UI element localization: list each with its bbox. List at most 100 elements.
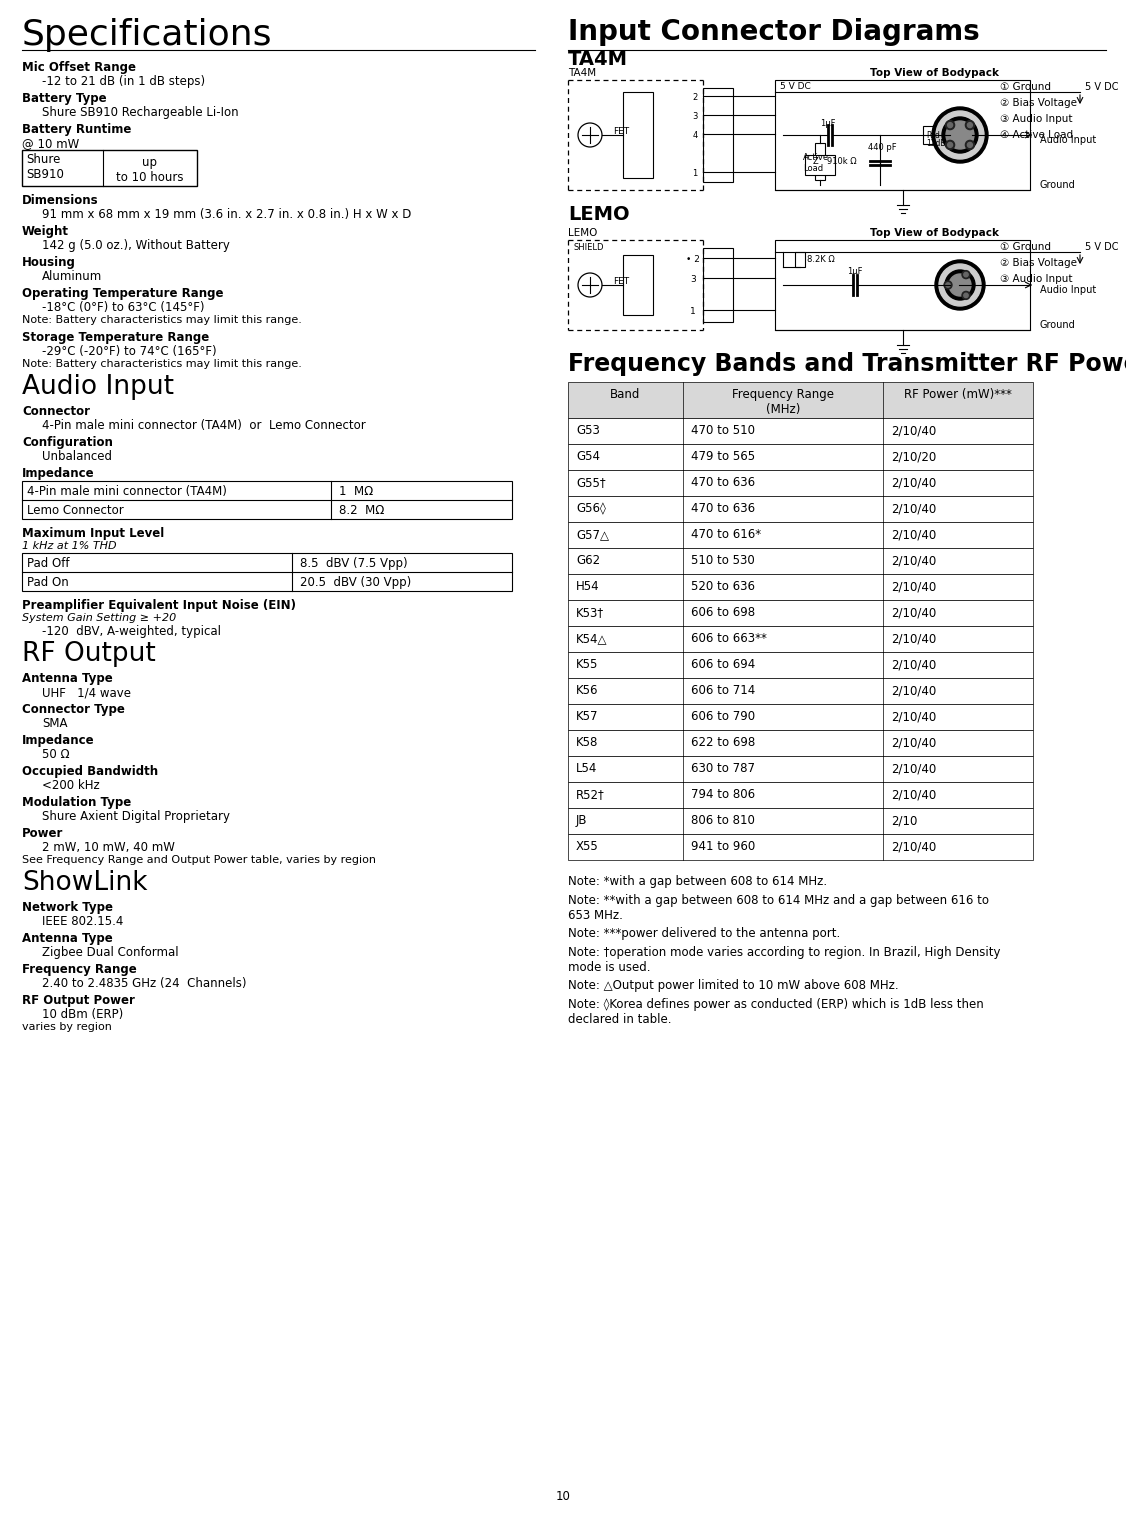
Text: Audio Input: Audio Input bbox=[1040, 285, 1097, 294]
Text: Pad On: Pad On bbox=[27, 576, 69, 589]
Circle shape bbox=[948, 143, 953, 147]
Bar bbox=[23, 150, 197, 185]
Text: Shure Axient Digital Proprietary: Shure Axient Digital Proprietary bbox=[42, 809, 230, 823]
Text: Lemo Connector: Lemo Connector bbox=[27, 504, 124, 517]
Text: 622 to 698: 622 to 698 bbox=[691, 736, 756, 750]
Text: 142 g (5.0 oz.), Without Battery: 142 g (5.0 oz.), Without Battery bbox=[42, 239, 230, 251]
Text: Ground: Ground bbox=[1040, 179, 1075, 190]
Text: Zigbee Dual Conformal: Zigbee Dual Conformal bbox=[42, 946, 179, 960]
Text: 4-Pin male mini connector (TA4M)  or  Lemo Connector: 4-Pin male mini connector (TA4M) or Lemo… bbox=[42, 419, 366, 432]
Text: K57: K57 bbox=[577, 710, 599, 724]
Circle shape bbox=[939, 264, 981, 307]
Text: 470 to 636: 470 to 636 bbox=[691, 501, 756, 515]
Text: Mic Offset Range: Mic Offset Range bbox=[23, 61, 136, 74]
Text: 2/10/40: 2/10/40 bbox=[891, 658, 936, 671]
Text: X55: X55 bbox=[577, 840, 599, 852]
Text: Shure SB910 Rechargeable Li-Ion: Shure SB910 Rechargeable Li-Ion bbox=[42, 106, 239, 120]
Text: K56: K56 bbox=[577, 684, 599, 698]
Text: System Gain Setting ≥ +20: System Gain Setting ≥ +20 bbox=[23, 613, 177, 622]
Text: FET: FET bbox=[613, 127, 629, 136]
Text: varies by region: varies by region bbox=[23, 1023, 111, 1032]
Text: FET: FET bbox=[613, 277, 629, 287]
Text: LEMO: LEMO bbox=[568, 228, 598, 238]
Circle shape bbox=[942, 117, 978, 153]
Text: Configuration: Configuration bbox=[23, 435, 113, 449]
Text: 1µF: 1µF bbox=[847, 267, 863, 276]
Text: Aluminum: Aluminum bbox=[42, 270, 102, 284]
Text: <200 kHz: <200 kHz bbox=[42, 779, 100, 793]
Text: RF Power (mW)***: RF Power (mW)*** bbox=[904, 388, 1012, 402]
Text: 2/10/40: 2/10/40 bbox=[891, 840, 936, 852]
Text: 2/10/40: 2/10/40 bbox=[891, 501, 936, 515]
Text: Impedance: Impedance bbox=[23, 734, 95, 747]
Text: 470 to 636: 470 to 636 bbox=[691, 477, 756, 489]
Bar bbox=[568, 599, 1033, 625]
Bar bbox=[568, 678, 1033, 704]
Text: 606 to 663**: 606 to 663** bbox=[691, 632, 767, 645]
Bar bbox=[568, 497, 1033, 523]
Bar bbox=[568, 730, 1033, 756]
Bar bbox=[568, 523, 1033, 547]
Text: Maximum Input Level: Maximum Input Level bbox=[23, 527, 164, 540]
Text: Specifications: Specifications bbox=[23, 18, 272, 52]
Text: Z: Z bbox=[813, 156, 819, 166]
Text: 8.5  dBV (7.5 Vpp): 8.5 dBV (7.5 Vpp) bbox=[300, 556, 408, 570]
Text: Housing: Housing bbox=[23, 256, 75, 268]
Bar bbox=[795, 251, 805, 267]
Text: 794 to 806: 794 to 806 bbox=[691, 788, 756, 802]
Text: SHIELD: SHIELD bbox=[573, 244, 604, 251]
Text: 3: 3 bbox=[690, 274, 696, 284]
Text: Connector Type: Connector Type bbox=[23, 704, 125, 716]
Text: Note: ***power delivered to the antenna port.: Note: ***power delivered to the antenna … bbox=[568, 927, 840, 940]
Text: UHF   1/4 wave: UHF 1/4 wave bbox=[42, 685, 131, 699]
Text: K54△: K54△ bbox=[577, 632, 608, 645]
Bar bbox=[568, 471, 1033, 497]
Bar bbox=[23, 481, 512, 520]
Circle shape bbox=[935, 261, 985, 310]
Text: Operating Temperature Range: Operating Temperature Range bbox=[23, 287, 223, 300]
Text: 4: 4 bbox=[692, 130, 698, 140]
Text: Note: △Output power limited to 10 mW above 608 MHz.: Note: △Output power limited to 10 mW abo… bbox=[568, 980, 899, 992]
Text: 2.40 to 2.4835 GHz (24  Channels): 2.40 to 2.4835 GHz (24 Channels) bbox=[42, 977, 247, 990]
Text: 470 to 510: 470 to 510 bbox=[691, 425, 756, 437]
Text: G53: G53 bbox=[577, 425, 600, 437]
Text: See Frequency Range and Output Power table, varies by region: See Frequency Range and Output Power tab… bbox=[23, 855, 376, 865]
Circle shape bbox=[946, 121, 974, 149]
Text: Note: †operation mode varies according to region. In Brazil, High Density
mode i: Note: †operation mode varies according t… bbox=[568, 946, 1001, 973]
Text: 2/10/40: 2/10/40 bbox=[891, 788, 936, 802]
Text: 2/10/40: 2/10/40 bbox=[891, 579, 936, 593]
Text: -29°C (-20°F) to 74°C (165°F): -29°C (-20°F) to 74°C (165°F) bbox=[42, 345, 216, 359]
Text: Storage Temperature Range: Storage Temperature Range bbox=[23, 331, 209, 343]
Text: 2/10/40: 2/10/40 bbox=[891, 477, 936, 489]
Bar bbox=[703, 87, 733, 182]
Text: Note: **with a gap between 608 to 614 MHz and a gap between 616 to
653 MHz.: Note: **with a gap between 608 to 614 MH… bbox=[568, 894, 989, 921]
Text: Preamplifier Equivalent Input Noise (EIN): Preamplifier Equivalent Input Noise (EIN… bbox=[23, 599, 296, 612]
Text: 2: 2 bbox=[692, 94, 698, 103]
Text: H54: H54 bbox=[577, 579, 600, 593]
Text: Note: ◊Korea defines power as conducted (ERP) which is 1dB less then
declared in: Note: ◊Korea defines power as conducted … bbox=[568, 998, 984, 1026]
Text: 50 Ω: 50 Ω bbox=[42, 748, 70, 760]
Text: -18°C (0°F) to 63°C (145°F): -18°C (0°F) to 63°C (145°F) bbox=[42, 300, 205, 314]
Text: up
to 10 hours: up to 10 hours bbox=[116, 156, 184, 184]
Text: 2/10/40: 2/10/40 bbox=[891, 632, 936, 645]
Circle shape bbox=[964, 293, 968, 297]
Text: 470 to 616*: 470 to 616* bbox=[691, 527, 761, 541]
Text: 3: 3 bbox=[692, 112, 698, 121]
Circle shape bbox=[967, 143, 973, 147]
Text: 5 V DC: 5 V DC bbox=[780, 81, 811, 90]
Text: -120  dBV, A-weighted, typical: -120 dBV, A-weighted, typical bbox=[42, 625, 221, 638]
Text: K53†: K53† bbox=[577, 606, 605, 619]
Text: 606 to 698: 606 to 698 bbox=[691, 606, 756, 619]
Text: 606 to 790: 606 to 790 bbox=[691, 710, 756, 724]
Text: 5 V DC: 5 V DC bbox=[1085, 81, 1118, 92]
Text: 10 dBm (ERP): 10 dBm (ERP) bbox=[42, 1009, 123, 1021]
Circle shape bbox=[949, 274, 971, 296]
Text: Network Type: Network Type bbox=[23, 901, 113, 914]
Text: -12 to 21 dB (in 1 dB steps): -12 to 21 dB (in 1 dB steps) bbox=[42, 75, 205, 87]
Text: ① Ground: ① Ground bbox=[1000, 242, 1051, 251]
Circle shape bbox=[946, 141, 955, 149]
Text: 1  MΩ: 1 MΩ bbox=[339, 484, 373, 498]
Circle shape bbox=[936, 110, 984, 159]
Text: 2/10/20: 2/10/20 bbox=[891, 451, 936, 463]
Bar bbox=[775, 80, 1030, 190]
